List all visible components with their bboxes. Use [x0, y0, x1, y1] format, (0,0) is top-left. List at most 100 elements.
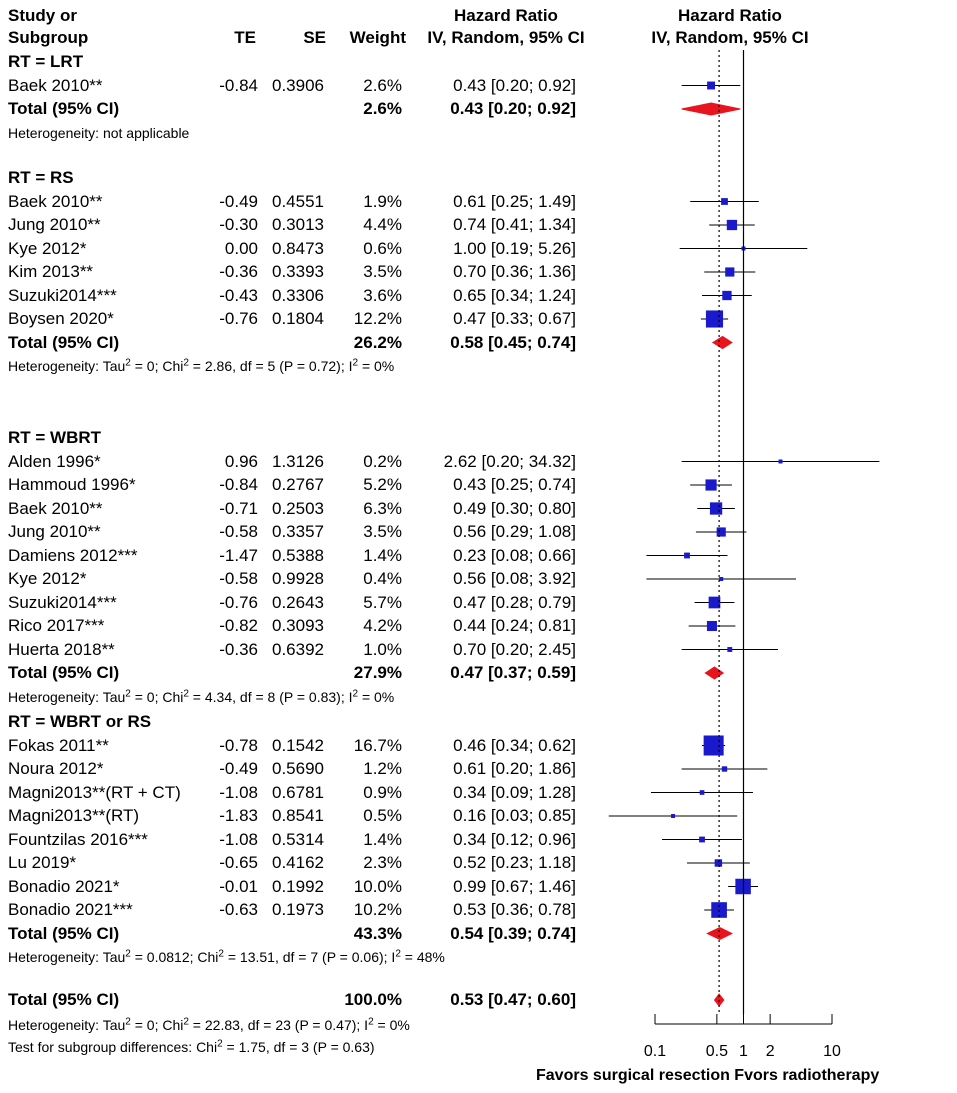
superscript-2: 2	[217, 1038, 223, 1050]
study-ci: 0.34 [0.09; 1.28]	[453, 782, 576, 802]
study-weight: 2.3%	[363, 853, 402, 872]
study-se: 0.9928	[272, 569, 324, 588]
study-marker	[699, 836, 705, 843]
study-se: 0.5388	[272, 545, 324, 565]
header-weight: Weight	[349, 28, 406, 47]
study-se: 0.3013	[272, 215, 324, 234]
study-se: 0.5690	[272, 759, 324, 778]
study-se: 0.1973	[272, 900, 324, 919]
study-ci: 0.56 [0.08; 3.92]	[453, 569, 576, 588]
x-axis-label: Favors surgical resection Fvors radiothe…	[536, 1067, 880, 1084]
study-name: Alden 1996*	[8, 451, 101, 471]
study-name: Kim 2013**	[8, 262, 94, 281]
study-name: Rico 2017***	[8, 616, 105, 635]
study-name: Baek 2010**	[8, 191, 103, 211]
x-tick-label: 10	[823, 1043, 841, 1060]
study-marker	[722, 290, 732, 301]
study-marker	[726, 219, 738, 231]
study-name: Kye 2012*	[8, 569, 87, 588]
study-ci: 0.16 [0.03; 0.85]	[453, 806, 576, 825]
study-weight: 0.4%	[363, 569, 402, 588]
study-ci: 0.99 [0.67; 1.46]	[453, 876, 576, 896]
study-name: Suzuki2014***	[8, 285, 117, 305]
study-ci: 0.53 [0.36; 0.78]	[453, 900, 576, 919]
superscript-2: 2	[368, 1016, 374, 1028]
study-te: -1.08	[219, 782, 258, 802]
study-weight: 3.6%	[363, 285, 402, 305]
study-weight: 1.0%	[363, 639, 402, 659]
study-marker	[684, 552, 690, 559]
study-marker	[706, 620, 717, 632]
study-se: 0.3306	[272, 285, 324, 305]
header-se: SE	[303, 28, 326, 47]
study-marker	[716, 527, 726, 537]
study-weight: 0.6%	[363, 238, 402, 258]
header-hr-line2: IV, Random, 95% CI	[427, 28, 585, 47]
x-tick-label: 0.1	[643, 1043, 667, 1060]
heterogeneity-text: Heterogeneity: Tau2 = 0; Chi2 = 4.34, df…	[8, 688, 394, 706]
study-name: Bonadio 2021*	[8, 876, 120, 896]
heterogeneity-rest: = 2.86, df = 5 (P = 0.72); I	[188, 358, 353, 374]
study-te: -0.78	[219, 735, 258, 755]
subgroup-total-ci: 0.43 [0.20; 0.92]	[450, 99, 576, 118]
superscript-2: 2	[218, 948, 224, 960]
subgroup-total-weight: 26.2%	[353, 332, 402, 352]
study-weight: 1.4%	[363, 545, 402, 565]
study-te: -0.49	[219, 191, 258, 211]
study-marker	[725, 267, 735, 277]
study-se: 1.3126	[272, 451, 324, 471]
study-te: -0.63	[219, 900, 258, 919]
study-name: Huerta 2018**	[8, 639, 115, 659]
study-marker	[721, 766, 728, 772]
study-se: 0.4551	[272, 191, 324, 211]
x-tick-label: 0.5	[705, 1043, 728, 1060]
superscript-2: 2	[125, 1016, 131, 1028]
study-te: -0.82	[219, 616, 258, 635]
study-ci: 0.56 [0.29; 1.08]	[453, 522, 576, 541]
study-weight: 0.5%	[363, 806, 402, 825]
study-name: Baek 2010**	[8, 75, 103, 95]
study-name: Fountzilas 2016***	[8, 829, 148, 849]
subgroup-total-weight: 43.3%	[353, 923, 402, 943]
study-ci: 0.34 [0.12; 0.96]	[453, 829, 576, 849]
study-ci: 0.61 [0.25; 1.49]	[453, 191, 576, 211]
study-ci: 0.44 [0.24; 0.81]	[453, 616, 576, 635]
study-se: 0.3393	[272, 262, 324, 281]
subgroup-diamond	[681, 102, 741, 116]
study-marker	[703, 735, 724, 756]
overall-heterogeneity: Heterogeneity: Tau2 = 0; Chi2 = 22.83, d…	[8, 1016, 410, 1034]
study-marker	[719, 577, 724, 581]
x-tick-label: 2	[765, 1043, 775, 1060]
study-weight: 10.2%	[353, 900, 402, 919]
study-te: -0.58	[219, 569, 258, 588]
study-name: Damiens 2012***	[8, 545, 138, 565]
study-name: Magni2013**(RT + CT)	[8, 782, 181, 802]
study-te: -0.36	[219, 639, 258, 659]
subgroup-diamond	[704, 666, 725, 680]
study-te: -0.36	[219, 262, 258, 281]
heterogeneity-tau: Heterogeneity: Tau	[8, 949, 126, 965]
subgroup-test-pre: Test for subgroup differences: Chi	[8, 1039, 218, 1055]
study-marker	[699, 790, 705, 795]
study-ci: 0.43 [0.25; 0.74]	[453, 475, 576, 494]
subgroup-total-label: Total (95% CI)	[8, 663, 120, 682]
header-plot-line1: Hazard Ratio	[678, 6, 782, 25]
heterogeneity-tau: Heterogeneity: Tau	[8, 688, 126, 705]
superscript-2: 2	[125, 687, 131, 699]
header-study-line2: Subgroup	[8, 28, 89, 47]
study-te: -0.65	[219, 853, 258, 872]
header-study-line1: Study or	[8, 6, 77, 25]
heterogeneity-end: = 48%	[400, 949, 445, 965]
study-weight: 0.2%	[363, 451, 402, 471]
heterogeneity-tau: Heterogeneity: Tau	[8, 358, 126, 374]
study-ci: 0.70 [0.36; 1.36]	[453, 262, 576, 281]
study-name: Fokas 2011**	[8, 735, 109, 755]
study-weight: 16.7%	[353, 735, 402, 755]
study-name: Boysen 2020*	[8, 309, 114, 328]
study-te: -0.84	[219, 75, 258, 95]
subgroup-label: RT = WBRT or RS	[8, 712, 152, 731]
study-te: 0.96	[224, 451, 258, 471]
study-weight: 3.5%	[363, 262, 402, 281]
superscript-2: 2	[183, 687, 189, 699]
